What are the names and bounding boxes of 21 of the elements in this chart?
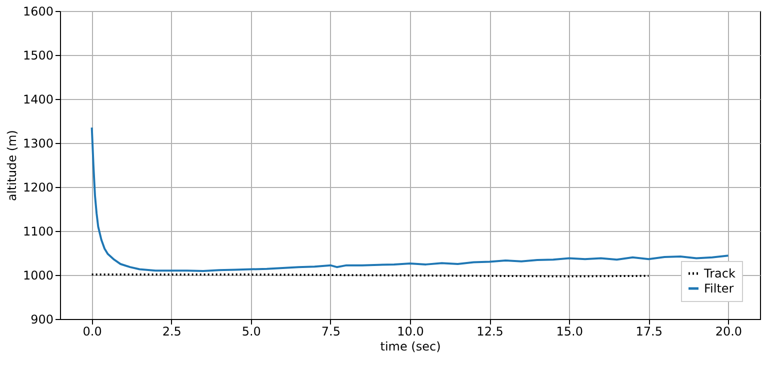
x-tick-label: 20.0 [715,324,742,338]
y-tick-label: 1100 [22,224,54,238]
y-axis-title: altitude (m) [4,130,19,201]
x-axis-title: time (sec) [380,340,441,354]
x-tick-label: 7.5 [321,324,340,338]
x-tick-label: 2.5 [162,324,182,338]
y-tick-label: 1300 [22,136,54,150]
y-tick-label: 1500 [22,48,54,62]
x-tick-label: 15.0 [556,324,583,338]
x-tick-label: 10.0 [397,324,424,338]
y-tick-label: 1600 [22,4,54,18]
y-tick-label: 1000 [22,268,54,282]
x-tick-label: 5.0 [242,324,261,338]
legend-label: Track [703,266,736,280]
legend-label: Filter [704,282,734,296]
y-tick-label: 1200 [22,180,54,194]
x-tick-label: 17.5 [636,324,662,338]
y-tick-label: 900 [30,312,54,326]
y-tick-label: 1400 [22,92,54,106]
x-tick-label: 0.0 [82,324,102,338]
x-tick-label: 12.5 [476,324,504,338]
